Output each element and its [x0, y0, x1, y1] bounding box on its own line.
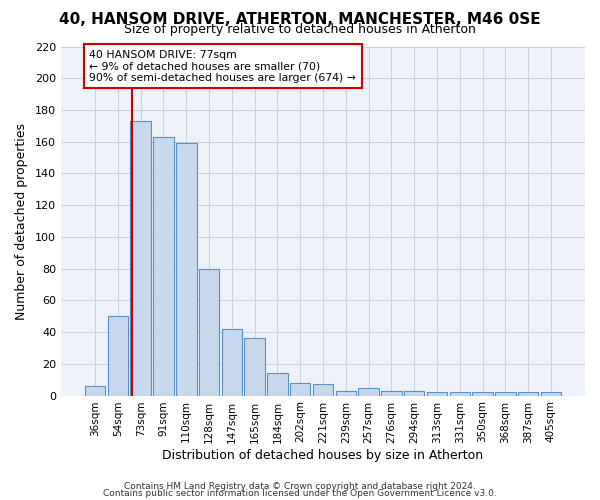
Bar [244, 338, 265, 396]
Bar [495, 392, 515, 396]
Bar [404, 391, 424, 396]
X-axis label: Distribution of detached houses by size in Atherton: Distribution of detached houses by size … [163, 450, 484, 462]
Bar [290, 383, 310, 396]
Text: 40, HANSOM DRIVE, ATHERTON, MANCHESTER, M46 0SE: 40, HANSOM DRIVE, ATHERTON, MANCHESTER, … [59, 12, 541, 28]
Bar [199, 268, 220, 396]
Bar [518, 392, 538, 396]
Text: Contains public sector information licensed under the Open Government Licence v3: Contains public sector information licen… [103, 490, 497, 498]
Bar [427, 392, 447, 396]
Bar [130, 121, 151, 396]
Bar [267, 374, 288, 396]
Text: 40 HANSOM DRIVE: 77sqm
← 9% of detached houses are smaller (70)
90% of semi-deta: 40 HANSOM DRIVE: 77sqm ← 9% of detached … [89, 50, 356, 83]
Bar [153, 137, 174, 396]
Bar [472, 392, 493, 396]
Text: Contains HM Land Registry data © Crown copyright and database right 2024.: Contains HM Land Registry data © Crown c… [124, 482, 476, 491]
Bar [176, 144, 197, 396]
Bar [313, 384, 333, 396]
Bar [358, 388, 379, 396]
Bar [221, 329, 242, 396]
Bar [107, 316, 128, 396]
Y-axis label: Number of detached properties: Number of detached properties [15, 122, 28, 320]
Bar [541, 392, 561, 396]
Bar [85, 386, 106, 396]
Text: Size of property relative to detached houses in Atherton: Size of property relative to detached ho… [124, 24, 476, 36]
Bar [449, 392, 470, 396]
Bar [381, 391, 401, 396]
Bar [335, 391, 356, 396]
